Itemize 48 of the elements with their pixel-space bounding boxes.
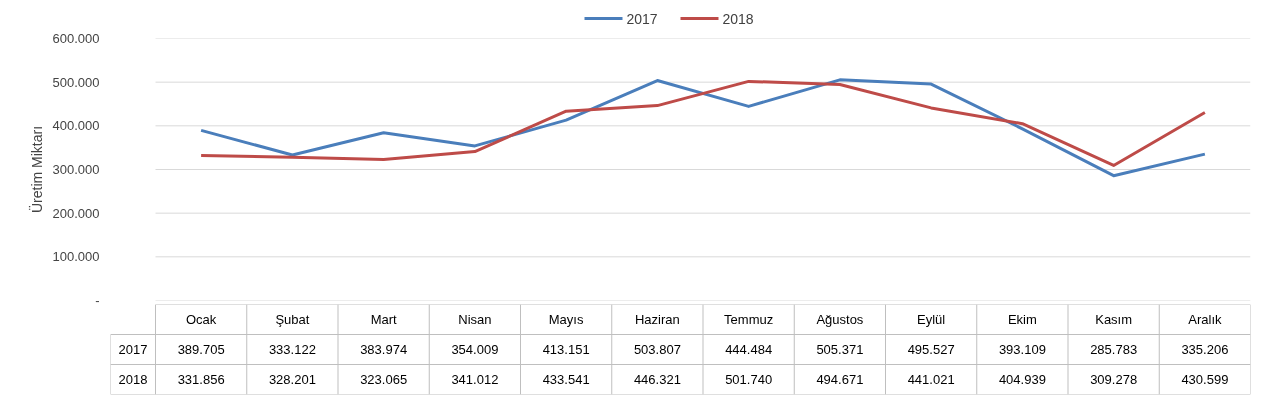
x-tick-label: Mart xyxy=(370,312,398,327)
y-tick-label: - xyxy=(95,292,100,308)
x-tick-label: Haziran xyxy=(634,312,680,327)
y-tick-label: 300.000 xyxy=(52,162,100,177)
x-tick-label: Eylül xyxy=(917,312,946,327)
data-label: 441.021 xyxy=(907,372,955,387)
y-tick-label: 500.000 xyxy=(52,74,100,90)
text: 2018 xyxy=(118,372,148,387)
data-label: 323.065 xyxy=(360,372,408,387)
text: 2017 xyxy=(118,342,148,357)
y-tick-label: 600.000 xyxy=(52,31,100,46)
data-label: 335.206 xyxy=(1181,342,1229,357)
data-label: 354.009 xyxy=(451,342,499,357)
data-label: 501.740 xyxy=(725,372,773,387)
data-label: 503.807 xyxy=(633,342,681,357)
legend-label: 2017 xyxy=(626,10,658,27)
data-label: 309.278 xyxy=(1090,372,1138,387)
x-tick-label: Mayıs xyxy=(548,312,584,327)
data-label: 444.484 xyxy=(725,342,773,357)
data-label: 413.151 xyxy=(542,342,590,357)
data-label: 430.599 xyxy=(1181,372,1229,387)
data-label: 404.939 xyxy=(998,372,1046,387)
x-tick-label: Ekim xyxy=(1007,312,1037,327)
x-tick-label: Kasım xyxy=(1095,312,1133,327)
x-tick-label: Ağustos xyxy=(816,312,864,327)
data-label: 494.671 xyxy=(816,372,864,387)
data-label: 341.012 xyxy=(451,372,499,387)
data-label: 285.783 xyxy=(1090,342,1138,357)
x-tick-label: Temmuz xyxy=(724,312,774,327)
x-tick-label: Şubat xyxy=(275,312,310,327)
data-label: 331.856 xyxy=(177,372,225,387)
data-label: 389.705 xyxy=(177,342,225,357)
data-label: 333.122 xyxy=(268,342,316,357)
data-label: 495.527 xyxy=(907,342,955,357)
x-tick-label: Nisan xyxy=(458,312,492,327)
legend-label: 2018 xyxy=(722,10,754,27)
y-tick-label: 200.000 xyxy=(52,205,100,221)
y-tick-label: 400.000 xyxy=(52,118,100,134)
data-label: 505.371 xyxy=(816,342,864,357)
data-label: 328.201 xyxy=(268,372,316,387)
y-axis-title: Üretim Miktarı xyxy=(27,125,45,214)
y-tick-label: 100.000 xyxy=(52,249,100,265)
x-tick-label: Aralık xyxy=(1188,312,1222,327)
data-label: 446.321 xyxy=(633,372,681,387)
data-label: 393.109 xyxy=(998,342,1046,357)
data-label: 383.974 xyxy=(360,342,408,357)
x-tick-label: Ocak xyxy=(185,312,217,327)
data-label: 433.541 xyxy=(542,372,590,387)
